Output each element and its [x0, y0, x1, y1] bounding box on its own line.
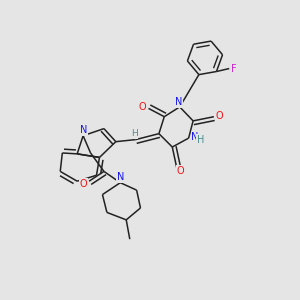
Text: H: H	[131, 129, 138, 138]
Text: O: O	[80, 178, 88, 189]
Text: F: F	[231, 64, 236, 74]
Text: O: O	[215, 111, 223, 121]
Text: H: H	[197, 135, 204, 145]
Text: O: O	[139, 103, 146, 112]
Text: N: N	[117, 172, 124, 182]
Text: N: N	[191, 132, 199, 142]
Text: N: N	[80, 125, 87, 135]
Text: O: O	[176, 166, 184, 176]
Text: N: N	[175, 98, 182, 107]
